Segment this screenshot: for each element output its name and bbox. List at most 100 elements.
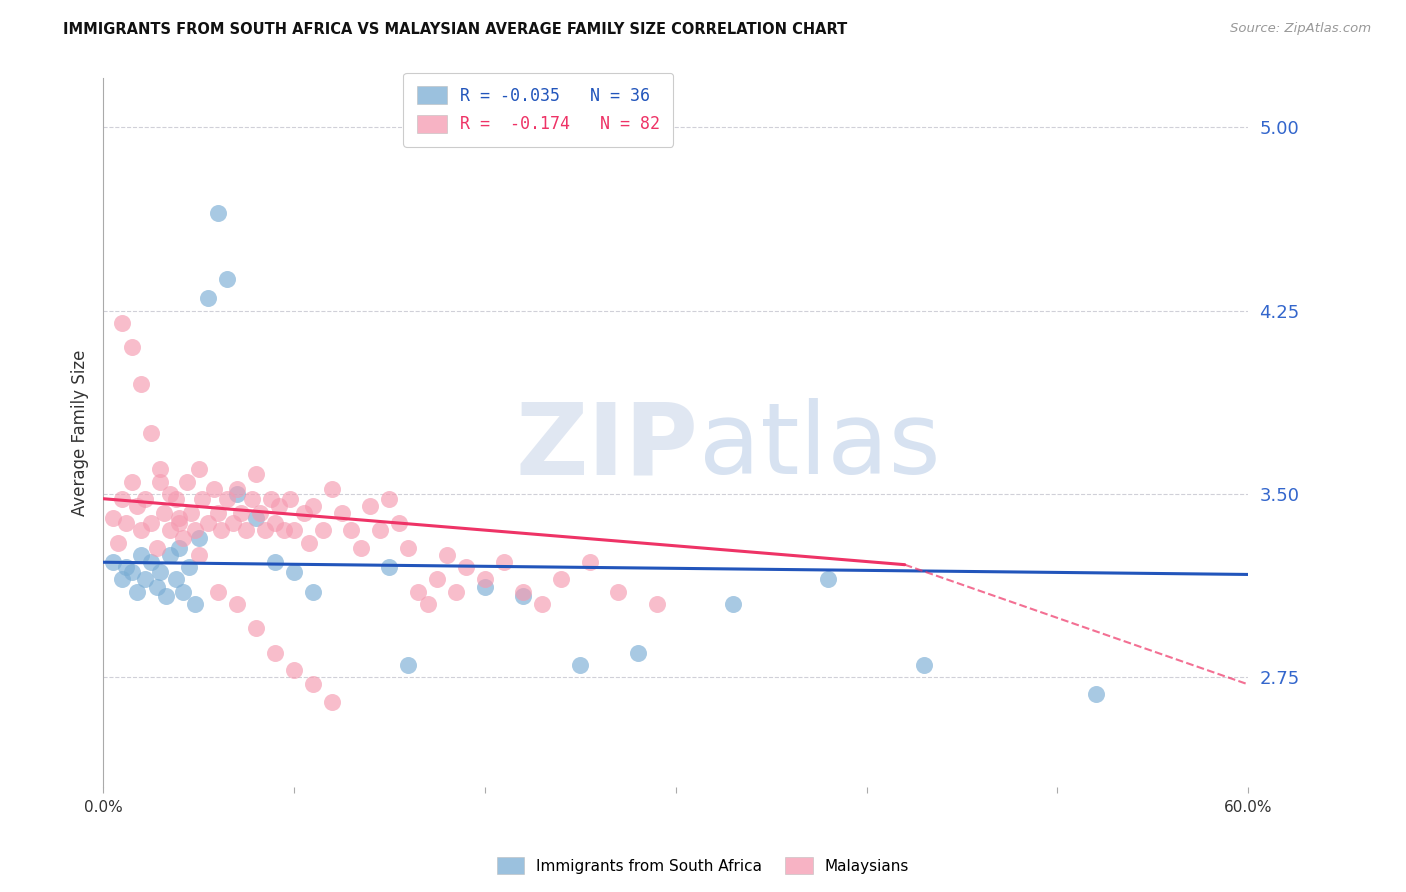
Point <box>139 425 162 440</box>
Point <box>512 590 534 604</box>
Point <box>398 541 420 555</box>
Point <box>254 524 277 538</box>
Point <box>121 475 143 489</box>
Point <box>101 555 124 569</box>
Legend: R = -0.035   N = 36, R =  -0.174   N = 82: R = -0.035 N = 36, R = -0.174 N = 82 <box>404 72 673 146</box>
Point <box>311 524 333 538</box>
Point <box>134 572 156 586</box>
Point <box>111 572 134 586</box>
Point <box>416 597 439 611</box>
Point <box>454 560 477 574</box>
Point <box>222 516 245 530</box>
Point <box>145 541 167 555</box>
Point <box>225 487 247 501</box>
Point <box>264 555 287 569</box>
Point <box>207 507 229 521</box>
Text: atlas: atlas <box>699 399 941 495</box>
Point <box>283 524 305 538</box>
Point <box>111 491 134 506</box>
Point <box>492 555 515 569</box>
Point <box>184 524 207 538</box>
Point <box>217 491 239 506</box>
Point <box>217 272 239 286</box>
Point <box>578 555 600 569</box>
Point <box>172 584 194 599</box>
Point <box>359 499 381 513</box>
Point <box>177 560 200 574</box>
Point <box>184 597 207 611</box>
Point <box>202 482 225 496</box>
Point <box>245 511 267 525</box>
Point <box>388 516 411 530</box>
Point <box>444 584 467 599</box>
Point <box>398 657 420 672</box>
Point <box>211 524 233 538</box>
Point <box>127 584 149 599</box>
Point <box>1084 687 1107 701</box>
Point <box>197 291 219 305</box>
Point <box>191 491 214 506</box>
Point <box>187 462 209 476</box>
Point <box>159 524 181 538</box>
Point <box>111 316 134 330</box>
Point <box>350 541 373 555</box>
Point <box>134 491 156 506</box>
Point <box>378 491 401 506</box>
Point <box>368 524 391 538</box>
Point <box>153 507 176 521</box>
Point <box>426 572 449 586</box>
Point <box>129 524 152 538</box>
Point <box>267 499 290 513</box>
Point <box>165 491 187 506</box>
Point <box>187 548 209 562</box>
Point <box>283 565 305 579</box>
Point <box>172 531 194 545</box>
Point <box>298 535 321 549</box>
Point <box>474 580 496 594</box>
Point <box>550 572 572 586</box>
Point <box>512 584 534 599</box>
Point <box>229 507 252 521</box>
Point <box>129 548 152 562</box>
Point <box>169 541 191 555</box>
Point <box>321 482 343 496</box>
Point <box>292 507 315 521</box>
Point <box>107 535 129 549</box>
Point <box>197 516 219 530</box>
Point <box>912 657 935 672</box>
Point <box>260 491 283 506</box>
Point <box>115 560 138 574</box>
Point <box>474 572 496 586</box>
Point <box>302 584 325 599</box>
Point <box>149 462 172 476</box>
Point <box>139 555 162 569</box>
Point <box>245 621 267 635</box>
Point <box>240 491 263 506</box>
Point <box>645 597 668 611</box>
Point <box>155 590 177 604</box>
Point <box>129 376 152 391</box>
Point <box>149 565 172 579</box>
Point <box>531 597 554 611</box>
Point <box>121 565 143 579</box>
Point <box>180 507 202 521</box>
Point <box>302 677 325 691</box>
Point <box>127 499 149 513</box>
Point <box>245 467 267 482</box>
Point <box>139 516 162 530</box>
Point <box>225 482 247 496</box>
Point <box>149 475 172 489</box>
Point <box>278 491 301 506</box>
Point <box>721 597 744 611</box>
Point <box>626 646 648 660</box>
Point <box>330 507 353 521</box>
Text: ZIP: ZIP <box>516 399 699 495</box>
Legend: Immigrants from South Africa, Malaysians: Immigrants from South Africa, Malaysians <box>491 851 915 880</box>
Point <box>607 584 630 599</box>
Text: Source: ZipAtlas.com: Source: ZipAtlas.com <box>1230 22 1371 36</box>
Point <box>321 694 343 708</box>
Point <box>378 560 401 574</box>
Point <box>187 531 209 545</box>
Point <box>159 487 181 501</box>
Point <box>225 597 247 611</box>
